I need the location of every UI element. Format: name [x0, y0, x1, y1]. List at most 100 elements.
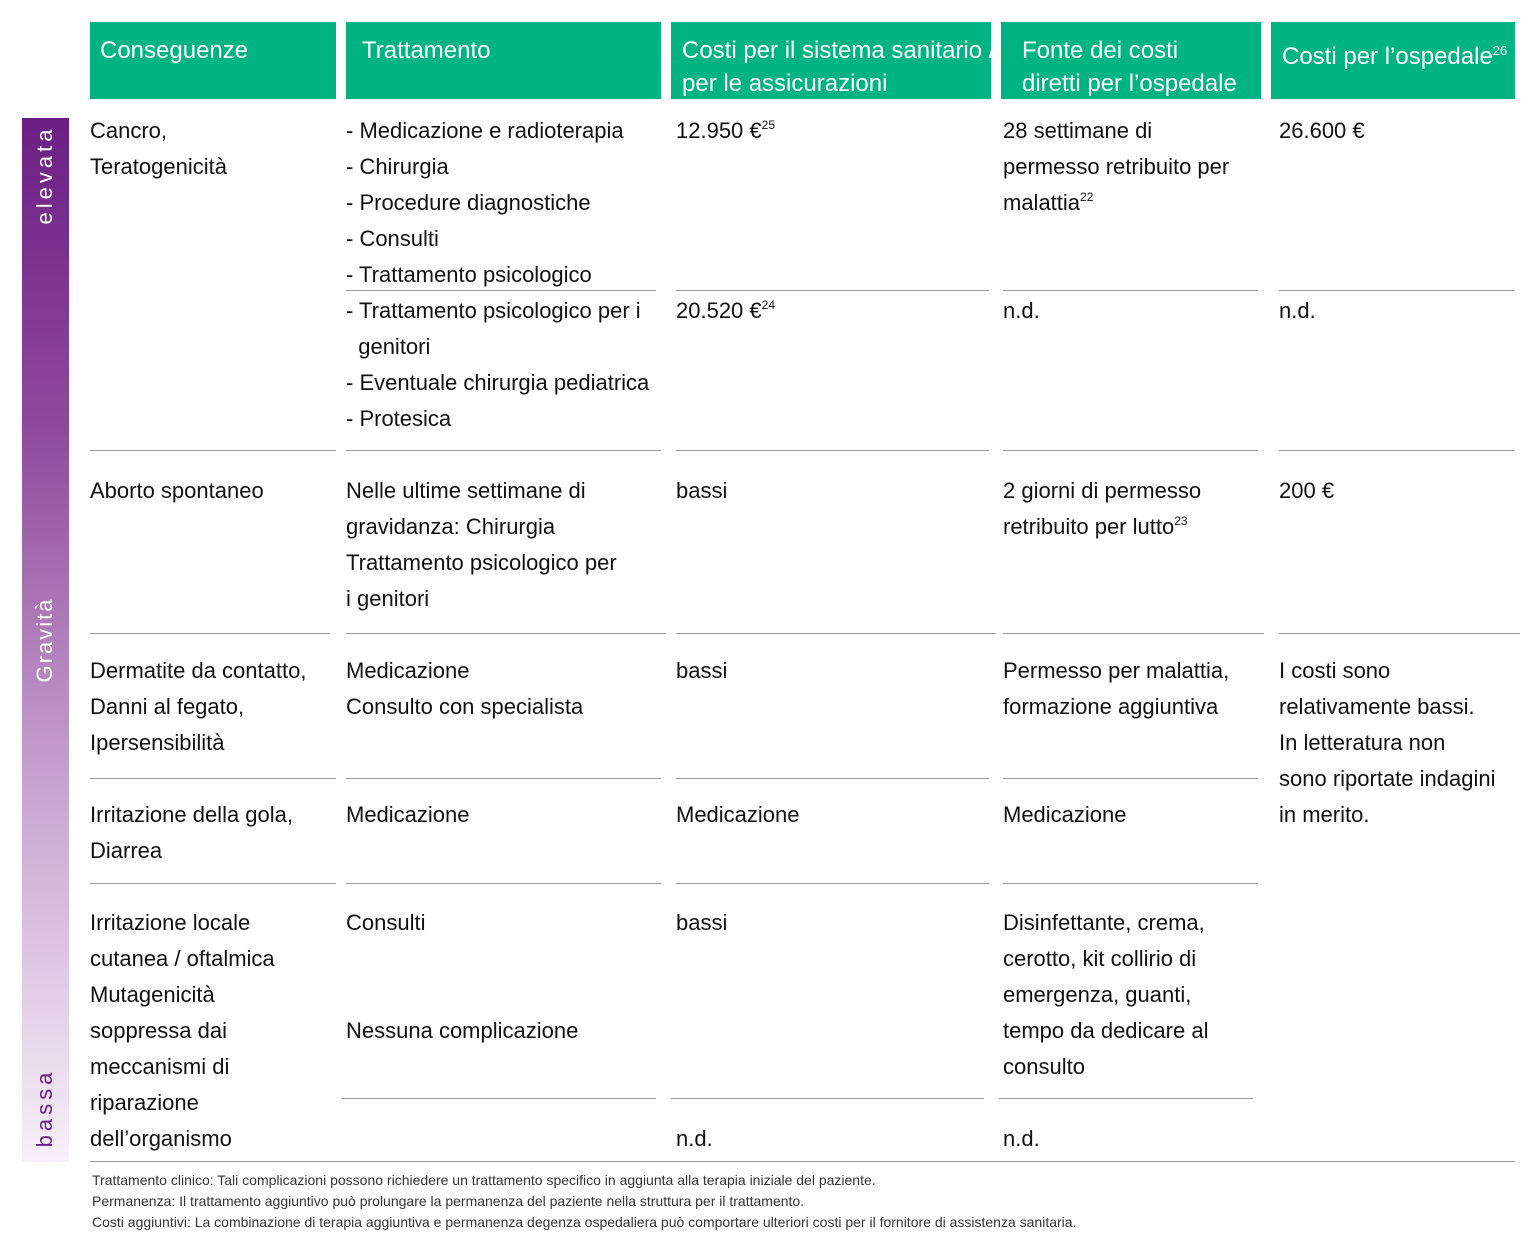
table-cell-aborto-conseguenze: Aborto spontaneo	[90, 473, 264, 509]
cell-line: Medicazione	[346, 797, 470, 833]
table-cell-mutagen-costi-sistema: n.d.	[676, 1121, 713, 1157]
cell-text: - Trattamento psicologico	[346, 262, 592, 287]
row-divider	[676, 450, 989, 451]
cell-line: Medicazione	[1003, 797, 1127, 833]
cell-line: 20.520 €24	[676, 293, 775, 329]
header-line: diretti per l’ospedale	[1022, 70, 1237, 97]
cell-text: - Medicazione e radioterapia	[346, 118, 624, 143]
cell-text: Irritazione locale	[90, 910, 251, 935]
cell-text: Aborto spontaneo	[90, 478, 264, 503]
cell-line: formazione aggiuntiva	[1003, 689, 1229, 725]
table-cell-cancro-costi-sistema: 12.950 €25	[676, 113, 775, 149]
footnote-ref: 26	[1492, 43, 1508, 58]
cell-line: cutanea / oftalmica	[90, 941, 275, 977]
cell-line: - Consulti	[346, 221, 624, 257]
cell-text: - Chirurgia	[346, 154, 449, 179]
cell-line: Teratogenicità	[90, 149, 227, 185]
table-cell-dermatite-fonte: Permesso per malattia, formazione aggiunt…	[1003, 653, 1229, 725]
footnote-ref: 25	[761, 118, 775, 132]
cell-line: - Chirurgia	[346, 149, 624, 185]
cell-line: Cancro,	[90, 113, 227, 149]
cell-text: Mutagenicità	[90, 982, 215, 1007]
cell-text: permesso retribuito per	[1003, 154, 1230, 179]
cell-line: n.d.	[1003, 293, 1040, 329]
table-cell-gola-conseguenze: Irritazione della gola, Diarrea	[90, 797, 293, 869]
cell-line: Medicazione	[346, 653, 583, 689]
cell-line: meccanismi di	[90, 1049, 275, 1085]
cell-line: - Procedure diagnostiche	[346, 185, 624, 221]
row-divider	[346, 450, 661, 451]
cell-text: Consulto con specialista	[346, 694, 584, 719]
cell-text: n.d.	[1003, 1126, 1040, 1151]
cell-line: 26.600 €	[1279, 113, 1365, 149]
cell-line: - Medicazione e radioterapia	[346, 113, 624, 149]
cell-line: malattia22	[1003, 185, 1229, 221]
cell-text: Irritazione della gola,	[90, 802, 294, 827]
row-divider	[671, 1098, 984, 1099]
row-divider	[999, 1098, 1253, 1099]
cell-line: Consulti	[346, 905, 425, 941]
cell-text: Medicazione	[1003, 802, 1127, 827]
cell-text: bassi	[676, 658, 728, 683]
table-cell-aborto-fonte: 2 giorni di permesso retribuito per lutto…	[1003, 473, 1201, 545]
row-divider	[676, 290, 989, 291]
cell-text: Danni al fegato,	[90, 694, 245, 719]
cell-line: soppressa dai	[90, 1013, 275, 1049]
cell-line: sono riportate indagini	[1279, 761, 1495, 797]
row-divider	[90, 883, 336, 884]
cell-line: Disinfettante, crema,	[1003, 905, 1208, 941]
cell-text: relativamente bassi.	[1279, 694, 1475, 719]
cell-text: 12.950 €	[676, 118, 762, 143]
column-header-text: Conseguenze	[100, 34, 336, 67]
severity-high-label: elevata	[32, 125, 57, 225]
cell-text: Permesso per malattia,	[1003, 658, 1230, 683]
cell-line: Trattamento psicologico per	[346, 545, 617, 581]
cell-line: 200 €	[1279, 473, 1334, 509]
cell-text: formazione aggiuntiva	[1003, 694, 1219, 719]
cell-text: Diarrea	[90, 838, 163, 863]
header-line: per le assicurazioni	[682, 70, 888, 97]
cell-text: - Procedure diagnostiche	[346, 190, 591, 215]
cell-line: Danni al fegato,	[90, 689, 306, 725]
cell-text: - Trattamento psicologico per i	[346, 298, 641, 323]
cell-line: emergenza, guanti,	[1003, 977, 1208, 1013]
cell-text: Nessuna complicazione	[346, 1018, 579, 1043]
cell-text: sono riportate indagini	[1279, 766, 1496, 791]
table-cell-dermatite-trattamento: Medicazione Consulto con specialista	[346, 653, 583, 725]
table-cell-aborto-trattamento: Nelle ultime settimane di gravidanza: Chi…	[346, 473, 617, 617]
table-cell-aborto-costi-ospedale: 200 €	[1279, 473, 1334, 509]
column-header-text: diretti per l’ospedale	[1022, 67, 1261, 100]
cell-text: cutanea / oftalmica	[90, 946, 275, 971]
table-cell-gola-trattamento: Medicazione	[346, 797, 470, 833]
cell-text: retribuito per lutto	[1003, 514, 1175, 539]
row-divider	[90, 1161, 1515, 1162]
column-header-text: Fonte dei costi	[1022, 34, 1261, 67]
table-cell-irritazione-fonte: Disinfettante, crema, cerotto, kit collir…	[1003, 905, 1208, 1085]
column-header-text: Costi per l’ospedale26	[1282, 34, 1515, 73]
row-divider	[676, 883, 989, 884]
column-header: Costi per l’ospedale26	[1271, 22, 1515, 99]
cell-text: bassi	[676, 910, 728, 935]
row-divider	[1003, 883, 1258, 884]
header-line: Costi per l’ospedale	[1282, 43, 1493, 70]
column-header: Fonte dei costi diretti per l’ospedale	[1001, 22, 1261, 99]
cell-line: - Eventuale chirurgia pediatrica	[346, 365, 649, 401]
cell-line: Ipersensibilità	[90, 725, 306, 761]
cell-text: - Consulti	[346, 226, 439, 251]
cell-line: Irritazione della gola,	[90, 797, 293, 833]
cell-text: n.d.	[676, 1126, 713, 1151]
cell-text: - Eventuale chirurgia pediatrica	[346, 370, 650, 395]
cell-text: Disinfettante, crema,	[1003, 910, 1205, 935]
cell-text: Medicazione	[346, 802, 470, 827]
cell-line: consulto	[1003, 1049, 1208, 1085]
table-cell-cancro-conseguenze: Cancro, Teratogenicità	[90, 113, 227, 185]
cell-line: Aborto spontaneo	[90, 473, 264, 509]
row-divider	[90, 633, 330, 634]
cell-line: bassi	[676, 905, 727, 941]
cell-line: Permesso per malattia,	[1003, 653, 1229, 689]
row-divider	[346, 290, 656, 291]
cell-line: i genitori	[346, 581, 617, 617]
cell-line: n.d.	[676, 1121, 713, 1157]
table-cell-irritazione-conseguenze: Irritazione locale cutanea / oftalmica Mut…	[90, 905, 275, 1157]
